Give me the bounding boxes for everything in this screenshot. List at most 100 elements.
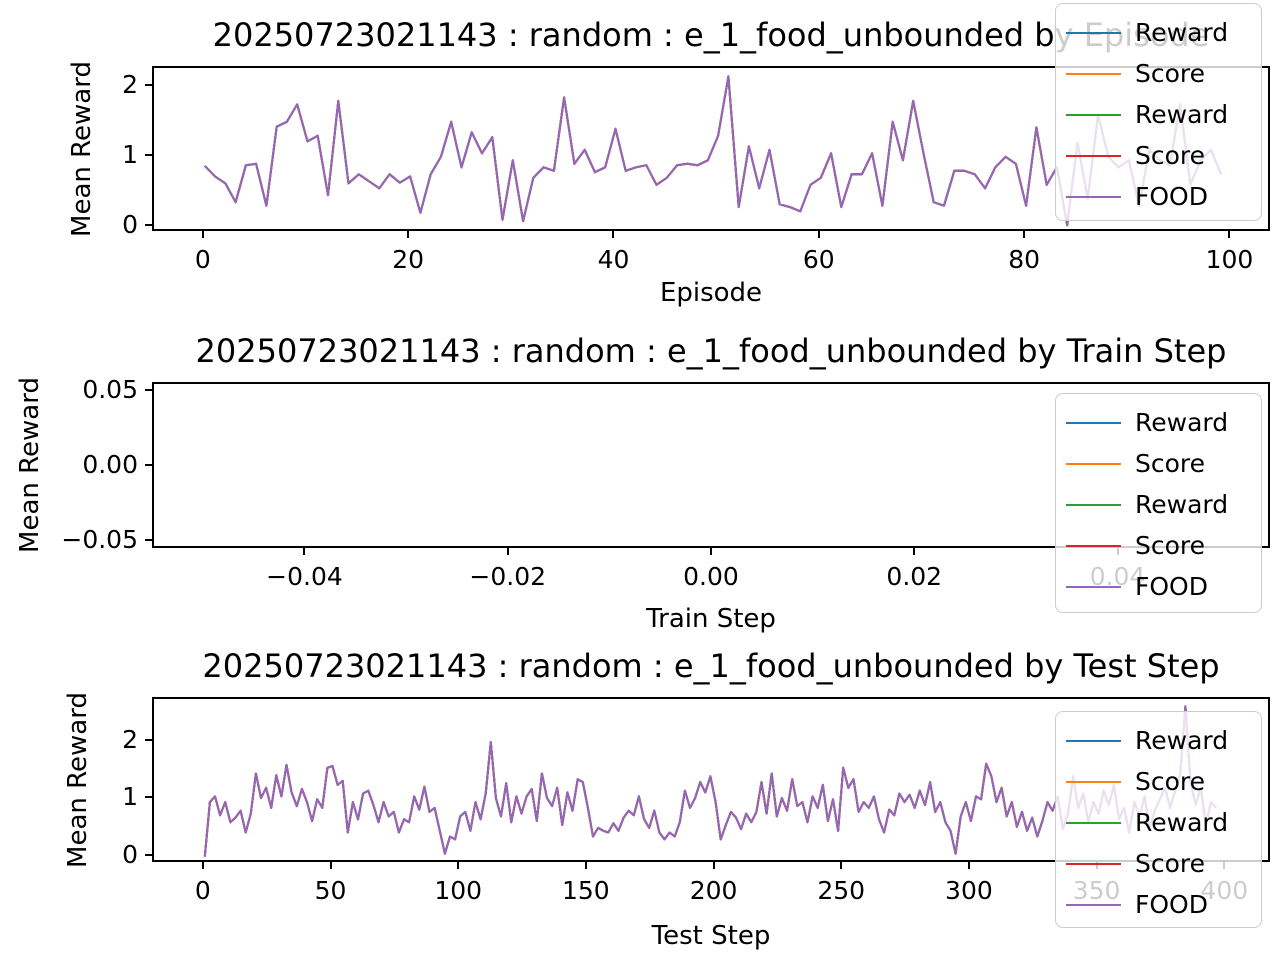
x-tick-mark: [913, 548, 916, 555]
x-tick-label: 0: [194, 876, 211, 905]
legend-entry: Score: [1066, 843, 1261, 884]
x-tick-label: 200: [689, 876, 738, 905]
legend-line-sample-icon: [1066, 421, 1121, 424]
x-tick-label: 300: [945, 876, 993, 905]
legend-entry: Score: [1066, 761, 1261, 802]
legend-label: Reward: [1135, 726, 1229, 755]
x-axis-label-test-step: Test Step: [651, 921, 771, 951]
y-tick-mark: [145, 853, 152, 856]
x-tick-mark: [712, 862, 715, 869]
x-tick-label: 80: [1008, 245, 1041, 274]
legend-line-sample-icon: [1066, 862, 1121, 865]
legend-entry: Score: [1066, 443, 1261, 484]
x-tick-label: 150: [562, 876, 610, 905]
plot-title-episode: 20250723021143 : random : e_1_food_unbou…: [212, 16, 1210, 54]
x-tick-mark: [506, 548, 509, 555]
legend-line-sample-icon: [1066, 903, 1121, 906]
x-tick-label: 0: [194, 245, 211, 274]
legend-label: FOOD: [1135, 890, 1208, 919]
legend-label: Score: [1135, 59, 1206, 88]
y-tick-mark: [145, 796, 152, 799]
x-tick-mark: [967, 862, 970, 869]
legend-line-sample-icon: [1066, 72, 1121, 75]
legend-label: Reward: [1135, 18, 1229, 47]
legend-line-sample-icon: [1066, 113, 1121, 116]
y-tick-label: 0: [122, 209, 138, 239]
legend-train-step: Reward Score Reward Score FOOD: [1055, 393, 1262, 613]
legend-entry: Score: [1066, 135, 1261, 176]
y-tick-mark: [145, 539, 152, 542]
x-tick-mark: [329, 862, 332, 869]
legend-label: Score: [1135, 849, 1206, 878]
legend-label: Reward: [1135, 490, 1229, 519]
x-tick-label: 40: [597, 245, 630, 274]
x-tick-label: 0.00: [683, 562, 739, 591]
x-tick-mark: [1023, 231, 1026, 238]
legend-label: Reward: [1135, 408, 1229, 437]
legend-label: Score: [1135, 141, 1206, 170]
legend-entry: Reward: [1066, 94, 1261, 135]
x-tick-mark: [840, 862, 843, 869]
y-tick-label: 1: [122, 782, 138, 812]
y-tick-label: 0: [122, 839, 138, 869]
legend-line-sample-icon: [1066, 739, 1121, 742]
legend-label: Reward: [1135, 100, 1229, 129]
legend-test-step: Reward Score Reward Score FOOD: [1055, 711, 1262, 928]
legend-label: Reward: [1135, 808, 1229, 837]
y-tick-mark: [145, 223, 152, 226]
x-tick-label: 50: [314, 876, 347, 905]
y-tick-label: 2: [122, 69, 138, 99]
legend-entry: FOOD: [1066, 884, 1261, 925]
x-tick-mark: [612, 231, 615, 238]
x-tick-mark: [584, 862, 587, 869]
y-tick-label: 0.00: [82, 450, 138, 479]
x-tick-mark: [1228, 231, 1231, 238]
x-tick-label: 100: [434, 876, 483, 905]
series-line-food: [203, 705, 1217, 857]
y-tick-mark: [145, 464, 152, 466]
legend-line-sample-icon: [1066, 780, 1121, 783]
y-tick-label: −0.05: [61, 525, 138, 555]
legend-line-sample-icon: [1066, 31, 1121, 34]
series-line-food: [204, 75, 1223, 227]
legend-line-sample-icon: [1066, 154, 1121, 157]
x-tick-mark: [457, 862, 460, 869]
x-tick-mark: [817, 231, 820, 238]
legend-label: Score: [1135, 449, 1206, 478]
legend-line-sample-icon: [1066, 503, 1121, 506]
y-tick-mark: [145, 83, 152, 86]
y-tick-mark: [145, 153, 152, 156]
legend-line-sample-icon: [1066, 462, 1121, 465]
legend-entry: FOOD: [1066, 566, 1261, 607]
y-tick-label: 2: [122, 724, 138, 754]
legend-label: FOOD: [1135, 182, 1208, 211]
x-tick-label: 0.02: [886, 562, 943, 591]
legend-line-sample-icon: [1066, 195, 1121, 198]
x-tick-label: 60: [802, 245, 835, 274]
x-tick-label: 100: [1205, 245, 1254, 274]
y-tick-label: 1: [122, 139, 138, 169]
legend-line-sample-icon: [1066, 821, 1121, 824]
legend-label: Score: [1135, 767, 1206, 796]
legend-entry: Reward: [1066, 484, 1261, 525]
legend-entry: Reward: [1066, 720, 1261, 761]
x-tick-mark: [201, 231, 204, 238]
legend-entry: Reward: [1066, 802, 1261, 843]
plot-canvas: [203, 705, 1217, 857]
x-axis-label-train-step: Train Step: [646, 604, 776, 634]
x-tick-mark: [407, 231, 410, 238]
legend-episode: Reward Score Reward Score FOOD: [1055, 3, 1262, 221]
legend-entry: Score: [1066, 525, 1261, 566]
x-tick-label: 20: [392, 245, 425, 274]
y-tick-mark: [145, 738, 152, 741]
legend-entry: Reward: [1066, 402, 1261, 443]
x-tick-mark: [710, 548, 712, 555]
plot-title-train-step: 20250723021143 : random : e_1_food_unbou…: [195, 332, 1227, 370]
legend-line-sample-icon: [1066, 544, 1121, 547]
x-tick-label: 250: [817, 876, 866, 905]
legend-line-sample-icon: [1066, 585, 1121, 588]
y-tick-label: 0.05: [82, 374, 138, 404]
legend-label: FOOD: [1135, 572, 1208, 601]
x-tick-mark: [303, 548, 306, 555]
